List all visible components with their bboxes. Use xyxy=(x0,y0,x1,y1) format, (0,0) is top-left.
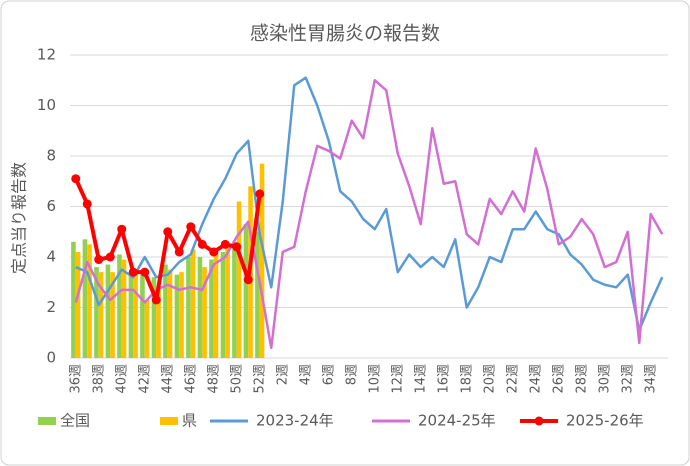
line-marker xyxy=(105,252,115,262)
bar xyxy=(163,264,168,358)
line-marker xyxy=(197,239,207,249)
line-marker xyxy=(220,239,230,249)
y-tick-label: 10 xyxy=(37,96,56,114)
bar xyxy=(105,264,111,358)
x-tick-label: 8週 xyxy=(344,364,359,385)
bar xyxy=(179,272,184,358)
chart-title: 感染性胃腸炎の報告数 xyxy=(250,23,440,45)
line-marker xyxy=(243,275,253,285)
line-series xyxy=(75,76,664,332)
line-marker xyxy=(94,255,104,265)
legend-label: 2024-25年 xyxy=(418,412,496,430)
legend-marker xyxy=(534,416,544,426)
y-tick-label: 4 xyxy=(46,248,56,266)
line-marker xyxy=(163,227,173,237)
bar xyxy=(243,224,249,358)
x-tick-label: 30週 xyxy=(597,364,612,394)
legend-swatch xyxy=(160,417,178,425)
line-marker xyxy=(209,247,219,257)
y-axis-label: 定点当り報告数 xyxy=(10,162,29,274)
bar xyxy=(75,251,81,358)
legend-label: 全国 xyxy=(60,412,90,430)
x-tick-label: 28週 xyxy=(574,364,589,394)
y-tick-label: 12 xyxy=(37,46,56,64)
legend-label: 2023-24年 xyxy=(256,412,334,430)
line-marker xyxy=(174,247,184,257)
bar xyxy=(209,259,214,358)
x-tick-label: 52週 xyxy=(252,364,267,394)
line-marker xyxy=(82,199,92,209)
bar xyxy=(151,277,157,358)
bar xyxy=(82,239,88,358)
bar xyxy=(98,272,104,358)
bar xyxy=(87,244,92,358)
y-tick-label: 8 xyxy=(46,147,56,165)
x-tick-label: 20週 xyxy=(482,364,497,394)
line-marker xyxy=(255,189,265,199)
bar xyxy=(220,251,226,358)
bar xyxy=(117,254,122,358)
x-tick-label: 24週 xyxy=(528,364,543,394)
bar xyxy=(225,246,230,358)
line-marker xyxy=(140,267,150,277)
bar xyxy=(255,231,260,358)
line-marker xyxy=(151,295,161,305)
bar xyxy=(174,274,180,358)
x-tick-label: 48週 xyxy=(206,364,221,394)
bar xyxy=(128,272,134,358)
x-tick-label: 42週 xyxy=(137,364,152,394)
x-tick-label: 4週 xyxy=(298,364,313,385)
x-tick-label: 18週 xyxy=(459,364,474,394)
line-marker xyxy=(71,174,81,184)
x-tick-label: 38週 xyxy=(91,364,106,394)
line-marker xyxy=(128,267,138,277)
line-marker xyxy=(186,222,196,232)
bar xyxy=(144,299,150,358)
x-tick-label: 36週 xyxy=(68,364,83,394)
legend-label: 県 xyxy=(182,412,197,430)
line-marker xyxy=(117,224,127,234)
x-tick-label: 22週 xyxy=(505,364,520,394)
x-tick-label: 2週 xyxy=(275,364,290,385)
x-tick-label: 34週 xyxy=(643,364,658,394)
legend-swatch xyxy=(38,417,56,425)
bar xyxy=(186,257,191,358)
x-tick-label: 44週 xyxy=(160,364,175,394)
bar xyxy=(167,269,173,358)
x-tick-label: 46週 xyxy=(183,364,198,394)
y-tick-label: 2 xyxy=(46,298,56,316)
bar xyxy=(202,267,207,358)
y-tick-label: 0 xyxy=(46,349,56,367)
bar xyxy=(110,272,115,358)
bar xyxy=(156,287,161,358)
line-marker xyxy=(232,242,242,252)
bar xyxy=(213,251,219,358)
x-tick-label: 40週 xyxy=(114,364,129,394)
x-tick-label: 12週 xyxy=(390,364,405,394)
bar xyxy=(236,201,242,358)
legend-label: 2025-26年 xyxy=(566,412,644,430)
line-series xyxy=(74,79,664,350)
x-tick-label: 26週 xyxy=(551,364,566,394)
x-tick-label: 32週 xyxy=(620,364,635,394)
x-tick-label: 14週 xyxy=(413,364,428,394)
bar xyxy=(133,272,138,358)
y-tick-label: 6 xyxy=(46,197,56,215)
bar xyxy=(190,249,196,358)
bar xyxy=(94,267,99,358)
bar xyxy=(197,257,203,358)
x-tick-label: 50週 xyxy=(229,364,244,394)
x-tick-label: 6週 xyxy=(321,364,336,385)
bar xyxy=(121,259,127,358)
bar xyxy=(232,241,237,358)
x-tick-label: 16週 xyxy=(436,364,451,394)
bar xyxy=(71,241,76,358)
x-tick-label: 10週 xyxy=(367,364,382,394)
bar xyxy=(140,274,145,358)
bar xyxy=(259,163,265,358)
